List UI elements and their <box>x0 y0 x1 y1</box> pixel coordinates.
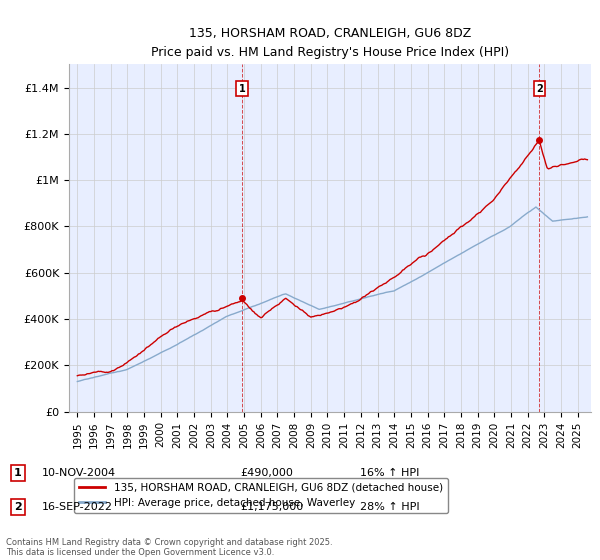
Text: £490,000: £490,000 <box>240 468 293 478</box>
Text: 1: 1 <box>14 468 22 478</box>
Text: 2: 2 <box>536 83 543 94</box>
Text: 16% ↑ HPI: 16% ↑ HPI <box>360 468 419 478</box>
Text: 28% ↑ HPI: 28% ↑ HPI <box>360 502 419 512</box>
Legend: 135, HORSHAM ROAD, CRANLEIGH, GU6 8DZ (detached house), HPI: Average price, deta: 135, HORSHAM ROAD, CRANLEIGH, GU6 8DZ (d… <box>74 478 448 513</box>
Text: 2: 2 <box>14 502 22 512</box>
Text: £1,175,000: £1,175,000 <box>240 502 303 512</box>
Text: 10-NOV-2004: 10-NOV-2004 <box>42 468 116 478</box>
Text: 1: 1 <box>239 83 245 94</box>
Text: Contains HM Land Registry data © Crown copyright and database right 2025.
This d: Contains HM Land Registry data © Crown c… <box>6 538 332 557</box>
Title: 135, HORSHAM ROAD, CRANLEIGH, GU6 8DZ
Price paid vs. HM Land Registry's House Pr: 135, HORSHAM ROAD, CRANLEIGH, GU6 8DZ Pr… <box>151 27 509 59</box>
Text: 16-SEP-2022: 16-SEP-2022 <box>42 502 113 512</box>
